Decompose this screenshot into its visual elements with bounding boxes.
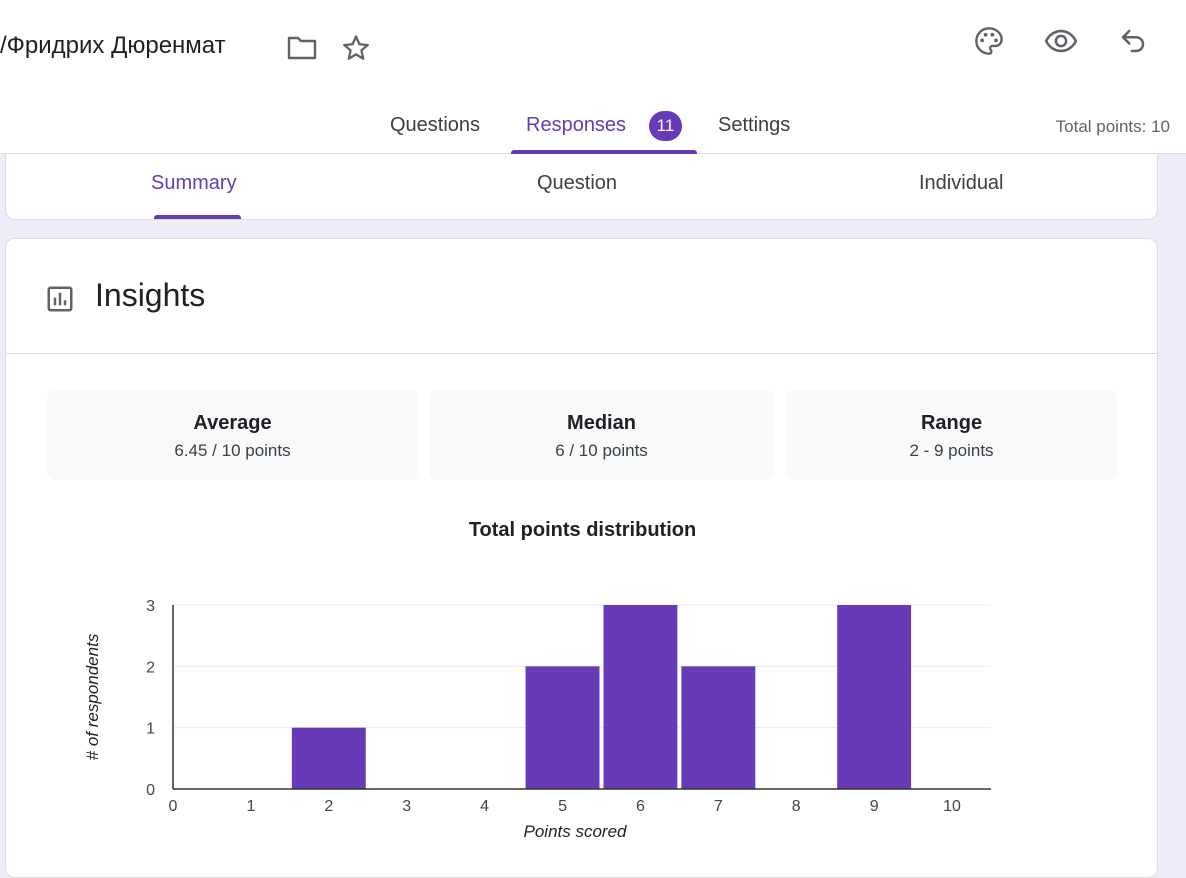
bar-5[interactable] (525, 666, 600, 789)
x-tick-label: 6 (636, 798, 645, 815)
x-tick-label: 3 (402, 798, 411, 815)
bar-9[interactable] (837, 605, 912, 789)
median-value: 6 / 10 points (555, 441, 648, 460)
range-value: 2 - 9 points (909, 441, 994, 460)
x-tick-label: 7 (714, 798, 723, 815)
x-tick-label: 5 (558, 798, 567, 815)
bar-7[interactable] (681, 666, 756, 789)
active-tab-indicator (511, 150, 697, 154)
subtab-individual[interactable]: Individual (919, 172, 1004, 194)
x-tick-label: 4 (480, 798, 489, 815)
x-tick-label: 0 (169, 798, 178, 815)
insights-header: Insights (6, 239, 1157, 354)
subtab-summary[interactable]: Summary (151, 172, 237, 194)
insights-title: Insights (95, 277, 206, 313)
bar-2[interactable] (291, 727, 366, 789)
x-axis-title: Points scored (524, 822, 628, 841)
y-tick-label: 1 (146, 721, 155, 738)
average-value: 6.45 / 10 points (174, 441, 291, 460)
insights-card: Insights Average 6.45 / 10 points Median… (5, 238, 1158, 878)
x-tick-label: 8 (792, 798, 801, 815)
median-label: Median (567, 412, 636, 434)
eye-icon[interactable] (1044, 24, 1078, 58)
x-tick-label: 1 (246, 798, 255, 815)
y-axis-title: # of respondents (83, 633, 102, 760)
y-tick-label: 2 (146, 659, 155, 676)
tab-settings[interactable]: Settings (718, 114, 791, 136)
star-icon[interactable] (341, 33, 371, 63)
top-bar: /Фридрих Дюренмат Questions Responses 11… (0, 0, 1186, 154)
undo-icon[interactable] (1116, 24, 1150, 58)
form-title[interactable]: /Фридрих Дюренмат (0, 32, 226, 59)
palette-icon[interactable] (972, 24, 1006, 58)
range-label: Range (920, 412, 983, 434)
average-label: Average (193, 412, 272, 434)
y-tick-label: 0 (146, 782, 155, 799)
main-tabs: Questions Responses 11 Settings Total po… (0, 100, 1186, 154)
x-tick-label: 9 (870, 798, 879, 815)
median-stat: Median 6 / 10 points (429, 390, 774, 480)
x-tick-label: 10 (943, 798, 961, 815)
tab-questions[interactable]: Questions (390, 114, 481, 136)
active-subtab-indicator (154, 215, 241, 219)
total-points-label: Total points: 10 (1055, 117, 1170, 136)
bar-6[interactable] (603, 605, 678, 789)
points-distribution-chart: 0 1 2 3 0 1 2 3 4 5 6 7 8 9 10 Points scored # of respon… (83, 598, 991, 841)
range-stat: Range 2 - 9 points (786, 390, 1117, 480)
responses-count-badge: 11 (649, 111, 682, 141)
insights-chart-icon (44, 283, 76, 315)
y-tick-label: 3 (146, 598, 155, 615)
average-stat: Average 6.45 / 10 points (47, 390, 418, 480)
subtab-question[interactable]: Question (537, 172, 618, 194)
tab-responses[interactable]: Responses (526, 114, 627, 136)
chart-title: Total points distribution (468, 519, 697, 541)
response-view-tabs: Summary Question Individual (5, 154, 1158, 220)
folder-icon[interactable] (287, 33, 317, 63)
x-tick-label: 2 (324, 798, 333, 815)
